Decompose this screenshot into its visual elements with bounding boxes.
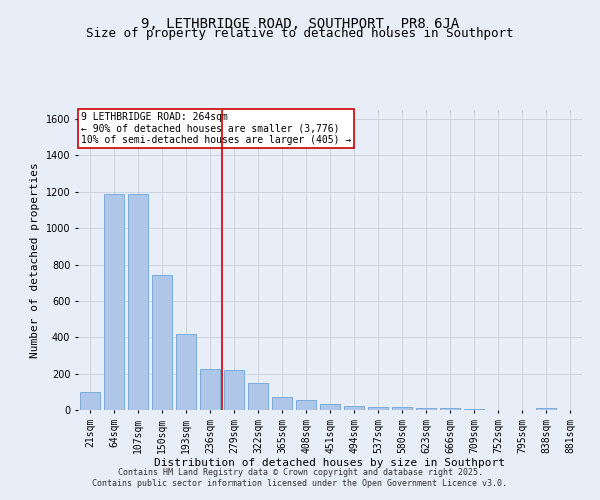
Bar	[320, 404, 340, 410]
Y-axis label: Number of detached properties: Number of detached properties	[30, 162, 40, 358]
X-axis label: Distribution of detached houses by size in Southport: Distribution of detached houses by size …	[155, 458, 505, 468]
Bar	[296, 400, 316, 410]
Text: 9, LETHBRIDGE ROAD, SOUTHPORT, PR8 6JA: 9, LETHBRIDGE ROAD, SOUTHPORT, PR8 6JA	[141, 18, 459, 32]
Bar	[152, 276, 172, 410]
Text: 9 LETHBRIDGE ROAD: 264sqm
← 90% of detached houses are smaller (3,776)
10% of se: 9 LETHBRIDGE ROAD: 264sqm ← 90% of detac…	[80, 112, 351, 144]
Bar	[392, 408, 412, 410]
Bar	[224, 370, 244, 410]
Bar	[128, 194, 148, 410]
Bar	[536, 408, 556, 410]
Text: Size of property relative to detached houses in Southport: Size of property relative to detached ho…	[86, 28, 514, 40]
Bar	[80, 392, 100, 410]
Bar	[248, 382, 268, 410]
Bar	[176, 334, 196, 410]
Bar	[104, 194, 124, 410]
Bar	[440, 408, 460, 410]
Bar	[464, 409, 484, 410]
Bar	[344, 406, 364, 410]
Text: Contains HM Land Registry data © Crown copyright and database right 2025.
Contai: Contains HM Land Registry data © Crown c…	[92, 468, 508, 487]
Bar	[368, 408, 388, 410]
Bar	[416, 408, 436, 410]
Bar	[272, 398, 292, 410]
Bar	[200, 369, 220, 410]
